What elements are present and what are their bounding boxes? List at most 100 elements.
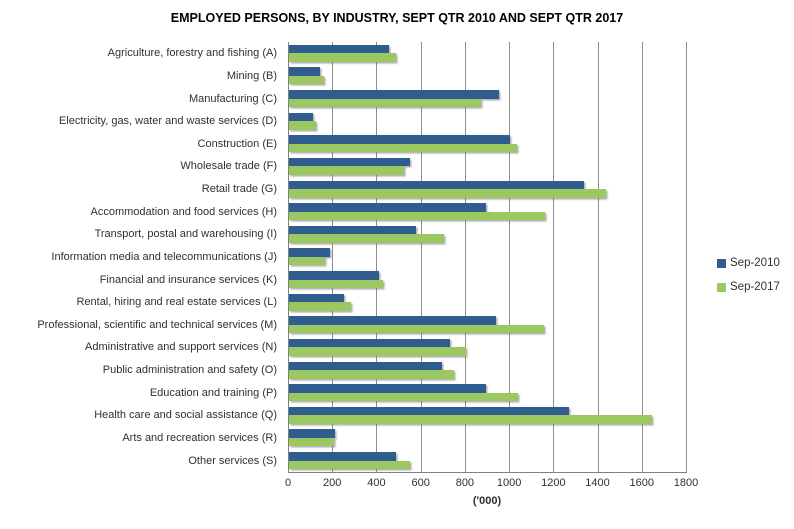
gridline: [686, 42, 687, 472]
gridline: [332, 42, 334, 472]
bar-group: [289, 314, 687, 337]
x-tick-label: 200: [323, 477, 342, 489]
gridline: [464, 42, 466, 472]
x-tick-label: 800: [455, 477, 475, 489]
bar-sep-2010: [289, 44, 389, 54]
bar-group: [289, 155, 687, 178]
legend: Sep-2010 Sep-2017: [717, 257, 780, 293]
bar-sep-2017: [289, 460, 410, 470]
x-axis-label: ('000): [472, 495, 502, 507]
bar-group: [289, 404, 687, 427]
bar-sep-2017: [289, 370, 454, 379]
bar-sep-2010: [289, 180, 585, 190]
x-tick-label: 1800: [673, 477, 699, 489]
bar-sep-2017: [289, 211, 546, 221]
category-label: Rental, hiring and real estate services …: [76, 296, 277, 309]
x-tick-label: 600: [411, 477, 430, 489]
gridline: [509, 42, 511, 472]
category-label: Professional, scientific and technical s…: [37, 318, 277, 331]
bar-sep-2017: [289, 392, 518, 402]
bar-sep-2010: [289, 293, 345, 303]
bar-sep-2017: [289, 98, 482, 108]
bar-rows: [289, 42, 687, 472]
bar-sep-2010: [289, 452, 397, 461]
category-label: Other services (S): [188, 454, 277, 467]
bar-sep-2017: [289, 256, 326, 266]
category-label: Health care and social assistance (Q): [94, 409, 277, 422]
category-label: Transport, postal and warehousing (I): [94, 228, 277, 241]
bar-sep-2010: [289, 112, 314, 122]
bar-group: [289, 449, 687, 472]
bar-sep-2017: [289, 302, 351, 311]
bar-sep-2010: [289, 225, 417, 235]
bar-sep-2017: [289, 53, 397, 62]
x-tick-label: 1000: [496, 477, 522, 489]
gridline: [553, 42, 555, 472]
legend-label: Sep-2010: [730, 257, 780, 269]
bar-group: [289, 223, 687, 246]
bar-group: [289, 178, 687, 201]
bar-group: [289, 427, 687, 450]
category-label: Mining (B): [226, 69, 277, 82]
bar-sep-2017: [289, 121, 316, 130]
legend-item-sep-2017: Sep-2017: [717, 281, 780, 293]
x-tick-label: 0: [284, 477, 292, 489]
gridline: [641, 42, 643, 472]
bar-sep-2010: [289, 406, 569, 416]
bar-group: [289, 291, 687, 314]
category-label: Electricity, gas, water and waste servic…: [58, 115, 277, 128]
bar-sep-2010: [289, 271, 379, 280]
bar-sep-2017: [289, 437, 335, 447]
plot-area: [288, 42, 687, 473]
category-label: Public administration and safety (O): [102, 364, 277, 377]
x-tick-label: 400: [367, 477, 386, 489]
bar-group: [289, 65, 687, 88]
gridline: [420, 42, 422, 472]
bar-sep-2010: [289, 157, 410, 167]
x-axis-ticks: 0 200 400 600 800 1000 1200 1400 1600 1800: [284, 477, 698, 491]
bar-sep-2010: [289, 248, 330, 257]
legend-label: Sep-2017: [730, 281, 780, 293]
legend-swatch-icon: [717, 258, 726, 268]
bar-sep-2010: [289, 361, 442, 371]
bar-group: [289, 359, 687, 382]
bar-sep-2017: [289, 347, 466, 356]
legend-item-sep-2010: Sep-2010: [717, 257, 780, 269]
bar-sep-2017: [289, 143, 517, 153]
category-label: Retail trade (G): [201, 183, 277, 196]
chart-title: EMPLOYED PERSONS, BY INDUSTRY, SEPT QTR …: [170, 11, 624, 25]
category-label: Administrative and support services (N): [85, 341, 277, 354]
bar-sep-2017: [289, 189, 607, 198]
bar-sep-2010: [289, 338, 451, 348]
bar-sep-2017: [289, 324, 545, 334]
bar-group: [289, 381, 687, 404]
gridline: [376, 42, 378, 472]
bar-sep-2010: [289, 384, 486, 393]
bar-sep-2010: [289, 67, 320, 76]
x-tick-label: 1600: [629, 477, 655, 489]
bar-sep-2010: [289, 90, 500, 99]
category-label: Accommodation and food services (H): [90, 205, 277, 218]
bar-group: [289, 268, 687, 291]
bar-group: [289, 336, 687, 359]
bar-sep-2017: [289, 166, 404, 175]
category-label: Construction (E): [197, 137, 277, 150]
category-label: Arts and recreation services (R): [122, 431, 277, 444]
bar-sep-2010: [289, 316, 496, 325]
bar-sep-2010: [289, 135, 511, 144]
category-label: Manufacturing (C): [188, 92, 277, 105]
gridline: [597, 42, 599, 472]
legend-swatch-icon: [717, 282, 726, 292]
bar-sep-2017: [289, 75, 325, 85]
bar-group: [289, 87, 687, 110]
x-tick-label: 1400: [585, 477, 610, 489]
x-tick-label: 1200: [541, 477, 566, 489]
bar-group: [289, 110, 687, 133]
bar-group: [289, 246, 687, 269]
bar-sep-2017: [289, 415, 652, 424]
category-label: Information media and telecommunications…: [51, 250, 277, 263]
category-label: Wholesale trade (F): [180, 160, 277, 173]
bar-group: [289, 42, 687, 65]
bar-sep-2010: [289, 203, 486, 212]
